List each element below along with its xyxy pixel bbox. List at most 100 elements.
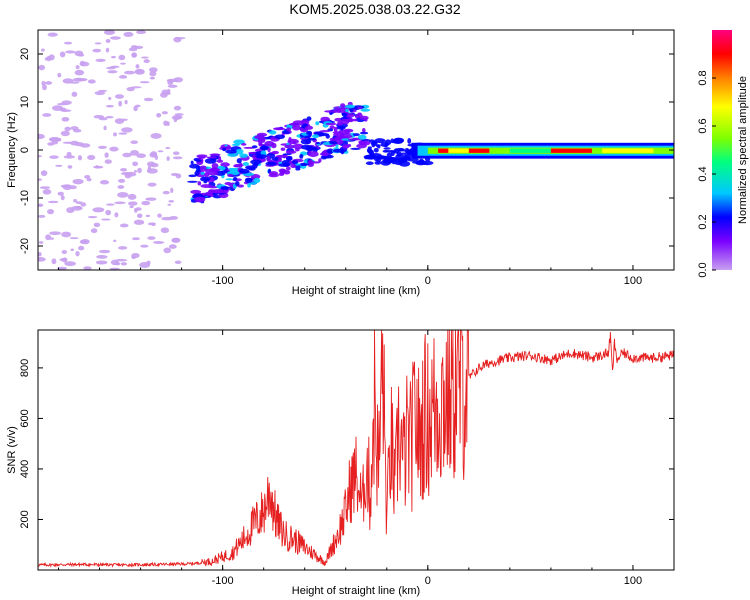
spectral-blob	[114, 262, 121, 266]
spectral-blob	[320, 116, 330, 122]
spectral-blob	[114, 201, 126, 205]
spectral-blob	[147, 236, 156, 240]
spectral-blob	[352, 133, 360, 137]
spectral-blob	[140, 244, 149, 248]
spectral-blob	[109, 36, 121, 40]
spectral-blob	[111, 55, 116, 59]
spectral-blob	[121, 127, 133, 133]
x-tick-label: -100	[212, 275, 234, 287]
spectral-blob	[129, 205, 134, 209]
spectral-blob	[115, 258, 128, 262]
spectral-blob	[220, 162, 230, 167]
spectral-blob	[59, 258, 67, 262]
spectral-blob	[127, 193, 137, 200]
spectral-blob	[75, 201, 83, 205]
spectral-blob	[168, 200, 175, 203]
spectral-blob	[47, 209, 55, 215]
snr-xlabel: Height of straight line (km)	[292, 585, 420, 597]
spectral-blob	[62, 141, 74, 144]
spectral-blob	[172, 156, 183, 160]
spectral-blob	[123, 31, 134, 37]
spectral-blob	[136, 213, 143, 218]
spectral-blob	[97, 145, 107, 149]
spectral-blob	[92, 207, 105, 213]
spectral-blob	[340, 103, 346, 109]
spectral-blob	[163, 120, 169, 126]
spectral-blob	[361, 127, 366, 133]
spectral-blob	[49, 231, 62, 236]
spectral-blob	[265, 161, 277, 166]
spectral-blob	[103, 30, 116, 35]
spectral-blob	[95, 260, 108, 265]
spectral-blob	[204, 158, 217, 164]
spectral-blob	[141, 56, 149, 59]
spectral-blob	[276, 154, 289, 158]
spectral-blob	[49, 155, 59, 159]
spectral-blob	[133, 207, 138, 213]
band-hotspot	[448, 148, 469, 153]
spectral-blob	[106, 203, 115, 206]
spectral-blob	[365, 161, 374, 166]
spectral-blob	[374, 141, 378, 144]
spectral-blob	[400, 152, 407, 155]
spectral-blob	[38, 155, 42, 158]
spectral-blob	[233, 139, 246, 145]
spectral-blob	[173, 105, 182, 111]
spectral-blob	[344, 113, 355, 118]
spectral-blob	[60, 130, 70, 137]
spectral-blob	[154, 155, 159, 160]
spectral-blob	[325, 122, 337, 126]
spectral-blob	[347, 138, 358, 141]
spectral-blob	[108, 96, 112, 101]
spectral-blob	[285, 150, 297, 154]
spectral-blob	[105, 115, 114, 119]
spectral-blob	[290, 163, 297, 169]
spectral-blob	[126, 86, 135, 92]
spectral-blob	[136, 30, 147, 35]
spectral-blob	[284, 144, 295, 149]
spectral-blob	[92, 48, 102, 53]
spectral-blob	[175, 173, 182, 179]
spectral-blob	[63, 41, 73, 45]
spectral-blob	[157, 150, 164, 153]
spectral-blob	[196, 154, 208, 158]
spectral-blob	[317, 132, 330, 137]
spectral-blob	[95, 58, 106, 62]
y-tick-label: 200	[19, 510, 31, 528]
colorbar-tick-label: 0.8	[697, 70, 709, 85]
colorbar-tick-label: 0.6	[697, 118, 709, 133]
spectral-blob	[167, 203, 172, 206]
spectral-blob	[395, 147, 405, 151]
spectral-blob	[143, 59, 150, 64]
spectral-blob	[307, 151, 319, 158]
spectral-blob	[48, 137, 61, 142]
spectral-blob	[109, 267, 120, 270]
spectral-blob	[194, 196, 206, 203]
spectral-blob	[278, 172, 285, 176]
spectral-blob	[195, 159, 202, 162]
spectral-blob	[67, 165, 73, 169]
spectral-blob	[200, 176, 211, 182]
spectral-blob	[73, 199, 78, 203]
spectral-blob	[274, 134, 286, 140]
spectral-blob	[359, 131, 369, 135]
spectral-blob	[165, 147, 171, 150]
spectral-blob	[149, 71, 157, 77]
spectral-blob	[256, 132, 268, 137]
spectral-blob	[119, 223, 129, 228]
spectral-blob	[124, 70, 136, 75]
spectral-blob	[103, 125, 107, 131]
spectral-blob	[124, 172, 132, 179]
spectral-blob	[104, 159, 112, 164]
spectral-blob	[47, 32, 58, 37]
spectral-blob	[62, 184, 72, 191]
spectral-blob	[395, 153, 405, 160]
spectral-blob	[319, 130, 330, 133]
spectral-blob	[38, 178, 43, 181]
y-tick-label: 400	[19, 460, 31, 478]
spectral-blob	[146, 168, 158, 174]
spectral-blob	[312, 134, 320, 139]
spectral-blob	[316, 141, 321, 145]
spectral-blob	[190, 160, 194, 165]
